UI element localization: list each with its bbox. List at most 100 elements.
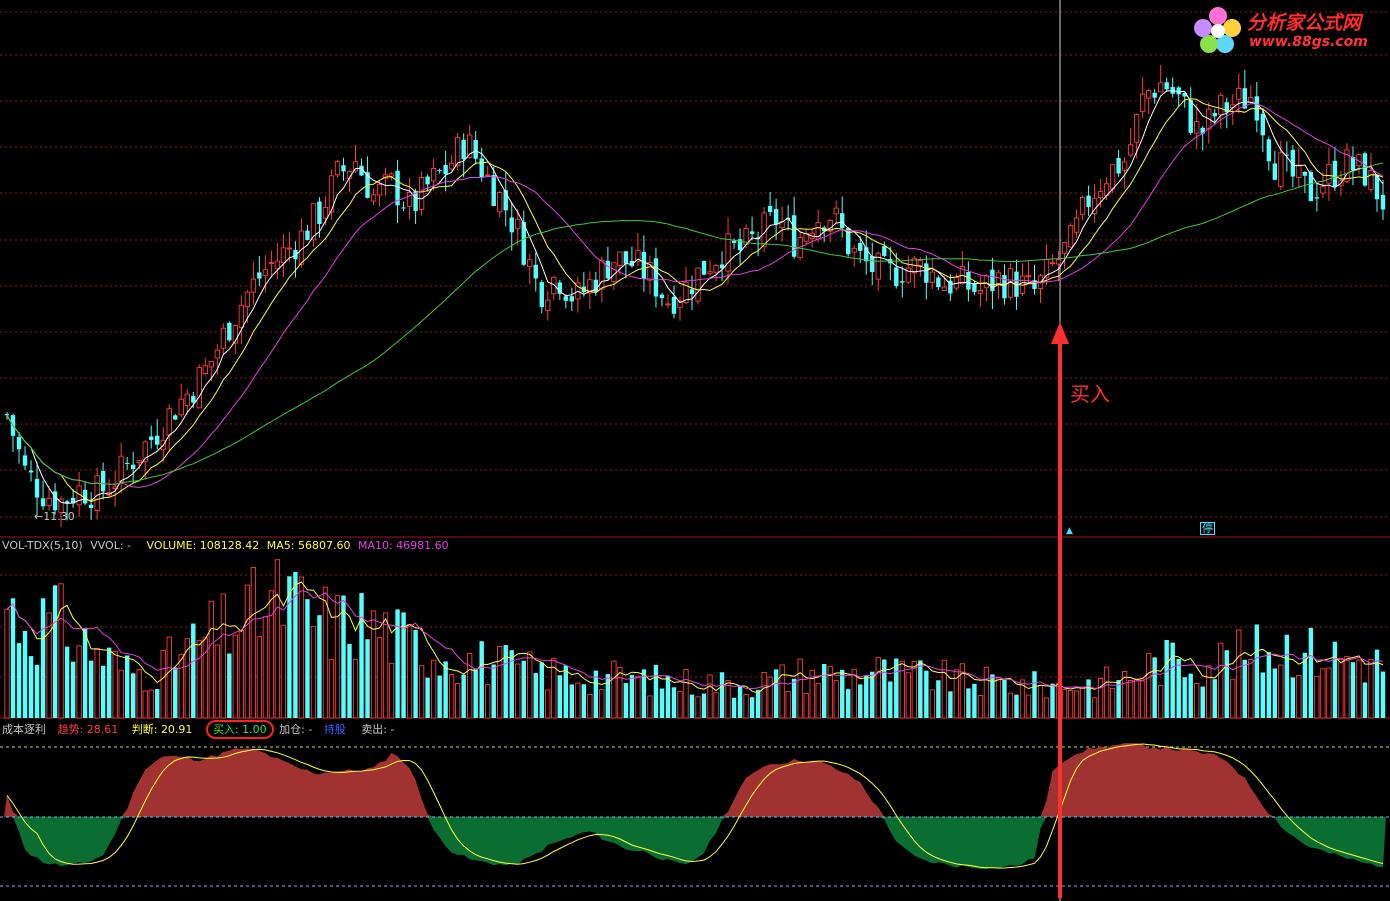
volume-bar bbox=[833, 680, 839, 719]
buy-annotation: 买入 bbox=[1070, 382, 1110, 406]
volume-bar bbox=[322, 586, 329, 719]
volume-bar bbox=[797, 658, 803, 719]
volume-bar bbox=[1133, 678, 1140, 719]
candle bbox=[545, 290, 551, 321]
volume-bar bbox=[995, 677, 1002, 719]
candle bbox=[990, 257, 995, 309]
volume-series bbox=[4, 559, 1386, 719]
volume-bar bbox=[1139, 680, 1146, 719]
volume-bar bbox=[485, 684, 491, 719]
logo-url: www.88gs.com bbox=[1249, 34, 1368, 50]
candle bbox=[1073, 209, 1080, 238]
candle bbox=[1025, 260, 1032, 284]
candle bbox=[46, 485, 52, 511]
volume-bar bbox=[287, 576, 292, 718]
volume-ma5-line bbox=[6, 581, 1384, 694]
volume-bar bbox=[1097, 677, 1104, 719]
volume-bar bbox=[803, 693, 809, 719]
candle bbox=[238, 295, 244, 345]
volume-bar bbox=[1073, 690, 1080, 719]
volume-bar bbox=[1272, 668, 1278, 718]
volume-bar bbox=[882, 659, 887, 718]
volume-bar bbox=[1194, 683, 1200, 719]
candle bbox=[22, 446, 28, 470]
volume-bar bbox=[1284, 634, 1290, 718]
indicator-judge-label: 判断: bbox=[131, 723, 158, 736]
candle bbox=[202, 358, 208, 376]
volume-bar bbox=[148, 689, 154, 719]
volume-bar bbox=[238, 629, 244, 719]
candle bbox=[551, 275, 557, 301]
volume-bar bbox=[888, 681, 893, 718]
volume-bar bbox=[1296, 675, 1302, 719]
candle bbox=[882, 241, 887, 258]
candle bbox=[936, 275, 941, 291]
candle bbox=[527, 254, 533, 285]
volume-bar bbox=[341, 595, 346, 718]
volume-bar bbox=[479, 641, 484, 718]
volume-bar bbox=[473, 668, 478, 718]
volume-bar bbox=[1127, 680, 1134, 719]
volume-bar bbox=[100, 665, 106, 718]
candle bbox=[1176, 85, 1181, 106]
candle bbox=[430, 158, 437, 191]
candle bbox=[972, 280, 977, 296]
volume-bar bbox=[448, 673, 455, 719]
volume-bar bbox=[155, 689, 160, 718]
volume-bar bbox=[1050, 683, 1055, 718]
volume-bar bbox=[1103, 666, 1110, 719]
candle bbox=[491, 166, 496, 207]
candle bbox=[846, 226, 851, 257]
candle bbox=[262, 255, 269, 293]
volume-bar bbox=[521, 660, 526, 718]
candle bbox=[983, 274, 990, 302]
candle bbox=[370, 188, 377, 206]
site-logo: 分析家公式网 www.88gs.com bbox=[1192, 4, 1388, 56]
volume-bar bbox=[76, 645, 82, 719]
volume-bar bbox=[1164, 640, 1169, 718]
volume-bar bbox=[815, 683, 821, 719]
candle bbox=[1043, 244, 1050, 286]
volume-bar bbox=[64, 646, 70, 718]
volume-bar bbox=[629, 675, 635, 718]
volume-bar bbox=[1266, 652, 1272, 718]
volume-bar bbox=[232, 634, 238, 719]
candle bbox=[10, 413, 16, 453]
candle bbox=[1037, 273, 1044, 303]
indicator-trend-label: 趋势: bbox=[57, 723, 84, 736]
candle bbox=[894, 252, 899, 289]
volume-bar bbox=[401, 612, 406, 718]
candle bbox=[1344, 143, 1350, 183]
volume-bar bbox=[1188, 673, 1193, 718]
volume-bar bbox=[840, 669, 845, 718]
volume-bar bbox=[929, 689, 935, 719]
logo-title: 分析家公式网 bbox=[1247, 12, 1362, 34]
volume-bar bbox=[1368, 658, 1374, 719]
volume-bar bbox=[599, 689, 605, 719]
volume-bar bbox=[413, 629, 418, 718]
volume-bar bbox=[1308, 627, 1314, 718]
volume-bar bbox=[1212, 679, 1217, 718]
candle bbox=[1170, 77, 1175, 98]
candle bbox=[1326, 147, 1332, 201]
candle bbox=[1236, 73, 1242, 114]
volume-bar bbox=[22, 630, 28, 718]
volume-bar bbox=[737, 685, 743, 718]
volume-bar bbox=[785, 691, 791, 719]
candle bbox=[328, 169, 335, 220]
volume-bar bbox=[539, 662, 544, 718]
volume-bar bbox=[58, 583, 64, 719]
candle bbox=[870, 242, 875, 286]
volume-bar bbox=[437, 675, 442, 718]
volume-bar bbox=[1091, 697, 1098, 719]
candle bbox=[94, 467, 100, 520]
candle bbox=[749, 216, 755, 241]
volume-bar bbox=[677, 690, 683, 719]
candle bbox=[1032, 264, 1037, 295]
candle bbox=[1116, 149, 1121, 177]
candle bbox=[1248, 85, 1254, 104]
candle bbox=[220, 323, 226, 355]
volume-bar bbox=[725, 680, 731, 719]
volume-bar bbox=[317, 615, 322, 718]
